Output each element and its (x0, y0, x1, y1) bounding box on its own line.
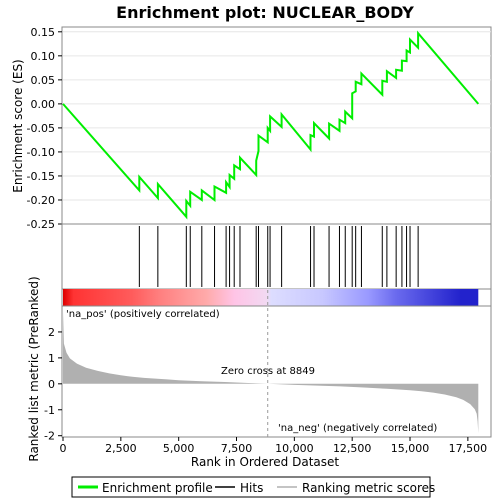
es-y-tick-label: 0.15 (31, 26, 56, 39)
metric-y-axis-label: Ranked list metric (PreRanked) (27, 276, 41, 461)
x-tick-label: 5,000 (163, 442, 195, 455)
x-axis-label: Rank in Ordered Dataset (191, 455, 339, 469)
x-tick-label: 17,500 (449, 442, 488, 455)
legend-enrichment-profile: Enrichment profile (102, 481, 213, 495)
metric-y-tick-label: 2 (48, 326, 55, 339)
es-y-tick-label: -0.05 (27, 122, 55, 135)
hit-marks (138, 226, 419, 287)
es-y-tick-label: 0.05 (31, 74, 56, 87)
es-y-ticks: -0.25 -0.20 -0.15 -0.10 -0.05 0.00 0.05 0.10 0.1… (27, 26, 62, 231)
x-tick-label: 12,500 (333, 442, 372, 455)
es-y-tick-label: -0.25 (27, 218, 55, 231)
chart-title: Enrichment plot: NUCLEAR_BODY (116, 3, 414, 22)
metric-y-tick-label: -2 (44, 430, 55, 443)
x-tick-label: 2,500 (105, 442, 137, 455)
es-gridlines (63, 31, 491, 225)
metric-y-ticks: -2 -1 0 1 2 (44, 326, 62, 443)
x-tick-label: 7,500 (221, 442, 253, 455)
legend-ranking-metric-scores: Ranking metric scores (302, 481, 435, 495)
es-y-tick-label: -0.10 (27, 146, 55, 159)
x-ticks: 0 2,500 5,000 7,500 10,000 12,500 15,000 17,500 (60, 437, 488, 455)
ranked-list-colorbar (63, 289, 479, 306)
x-tick-label: 15,000 (391, 442, 430, 455)
es-y-tick-label: 0.10 (31, 50, 56, 63)
es-y-tick-label: 0.00 (31, 98, 56, 111)
es-y-axis-label: Enrichment score (ES) (11, 59, 25, 192)
hits-panel-frame (61, 223, 492, 290)
enrichment-profile-line (62, 30, 480, 220)
legend-box (71, 476, 431, 498)
positive-correlation-label: 'na_pos' (positively correlated) (66, 309, 220, 320)
negative-correlation-label: 'na_neg' (negatively correlated) (278, 423, 437, 434)
es-panel-frame (61, 26, 492, 225)
x-tick-label: 0 (60, 442, 67, 455)
es-y-tick-label: -0.20 (27, 194, 55, 207)
metric-y-tick-label: 0 (48, 378, 55, 391)
x-tick-label: 10,000 (275, 442, 314, 455)
legend-hits: Hits (240, 481, 263, 495)
es-y-tick-label: -0.15 (27, 170, 55, 183)
metric-y-tick-label: -1 (44, 404, 55, 417)
metric-panel-frame (61, 305, 492, 438)
zero-cross-label: Zero cross at 8849 (221, 366, 315, 377)
metric-y-tick-label: 1 (48, 352, 55, 365)
